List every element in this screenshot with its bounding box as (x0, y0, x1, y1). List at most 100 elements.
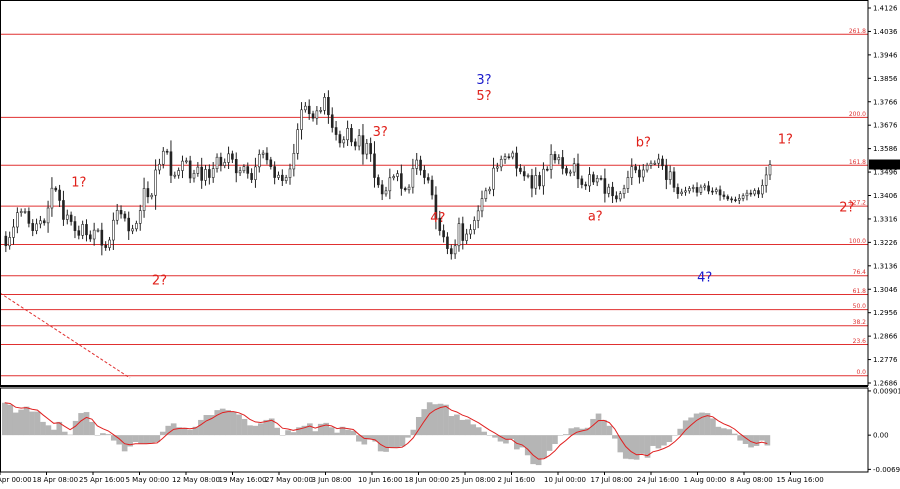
candle-body (116, 210, 118, 220)
candle-body (70, 215, 72, 222)
oscillator-bar (628, 435, 634, 459)
candle-body (78, 231, 80, 236)
oscillator-bar (35, 412, 41, 436)
candle-body (688, 188, 690, 190)
candle-body (301, 110, 303, 130)
candle-body (757, 191, 759, 194)
oscillator-bar (650, 435, 656, 446)
candle-body (635, 167, 637, 170)
y-tick-label: 1.4036 (873, 28, 898, 36)
candle-body (696, 187, 698, 192)
y-tick-label: 1.3676 (873, 122, 898, 130)
x-tick-label: 18 Jun 00:00 (405, 476, 449, 484)
candle-body (285, 178, 287, 181)
candle-body (389, 178, 391, 191)
candle-body (105, 245, 107, 247)
candle-body (350, 128, 352, 142)
candle-body (754, 191, 756, 194)
candle-body (220, 157, 222, 165)
candle-body (604, 179, 606, 194)
y-tick-label: 1.2866 (873, 333, 898, 341)
y-tick-label: 1.3046 (873, 286, 898, 294)
candle-body (297, 130, 299, 154)
oscillator-bar (160, 432, 166, 435)
candle-body (277, 175, 279, 177)
oscillator-bar (476, 427, 482, 435)
candle-body (377, 178, 379, 185)
osc-tick-label: 0.00 (873, 432, 889, 440)
x-tick-label: 2 Jul 16:00 (498, 476, 536, 484)
oscillator-bar (563, 434, 569, 435)
candle-body (155, 170, 157, 195)
candle-body (82, 224, 84, 235)
oscillator-bar (400, 435, 406, 446)
candle-body (711, 191, 713, 192)
candle-body (469, 230, 471, 234)
oscillator-bar (345, 430, 351, 435)
candle-body (85, 224, 87, 234)
y-tick-label: 1.4126 (873, 5, 898, 13)
candle-body (205, 169, 207, 180)
candle-body (473, 221, 475, 230)
oscillator-bar (694, 414, 700, 436)
candle-body (450, 249, 452, 254)
candle-body (28, 211, 30, 223)
fib-level-label: 76.4 (853, 269, 867, 276)
candle-body (354, 142, 356, 146)
y-tick-label: 1.2686 (873, 380, 898, 388)
candle-body (466, 234, 468, 241)
candle-body (627, 178, 629, 189)
oscillator-bar (405, 435, 411, 437)
candle-body (512, 153, 514, 157)
oscillator-bar (46, 425, 52, 435)
candle-body (39, 221, 41, 224)
oscillator-bar (525, 435, 531, 455)
y-tick-label: 1.2956 (873, 309, 898, 317)
candle-body (174, 175, 176, 176)
candle-body (335, 128, 337, 135)
oscillator-bar (547, 435, 553, 451)
candle-body (55, 188, 57, 190)
oscillator-bar (726, 429, 732, 435)
candle-body (642, 170, 644, 177)
x-tick-label: 27 May 00:00 (265, 476, 313, 484)
fib-level-label: 161.8 (849, 159, 866, 166)
oscillator-bar (100, 433, 106, 435)
candle-body (397, 174, 399, 177)
candle-body (596, 178, 598, 182)
oscillator-bar (40, 422, 46, 435)
candle-body (158, 164, 160, 170)
oscillator-bar (236, 415, 242, 436)
candle-body (47, 208, 49, 223)
candle-body (535, 175, 537, 188)
candle-body (761, 185, 763, 194)
candle-body (592, 175, 594, 182)
candle-body (654, 163, 656, 164)
candle-body (542, 169, 544, 186)
candle-body (650, 163, 652, 165)
candle-body (370, 143, 372, 153)
oscillator-bar (607, 426, 613, 435)
candle-body (362, 136, 364, 154)
x-tick-label: 11 Apr 00:00 (0, 476, 32, 484)
candle-body (97, 230, 99, 231)
candle-body (612, 187, 614, 196)
candle-body (731, 199, 733, 200)
oscillator-bar (258, 423, 264, 435)
x-tick-label: 24 Jul 16:00 (637, 476, 679, 484)
candle-body (554, 154, 556, 159)
candle-body (89, 235, 91, 239)
candle-body (274, 167, 276, 178)
candle-body (289, 169, 291, 178)
candle-body (281, 175, 283, 180)
candle-body (562, 157, 564, 168)
candle-body (443, 231, 445, 237)
x-tick-label: 10 Jul 00:00 (544, 476, 586, 484)
y-tick-label: 1.3856 (873, 75, 898, 83)
oscillator-bar (51, 430, 57, 435)
candle-body (93, 230, 95, 239)
y-tick-label: 1.3496 (873, 169, 898, 177)
candle-body (458, 224, 460, 246)
